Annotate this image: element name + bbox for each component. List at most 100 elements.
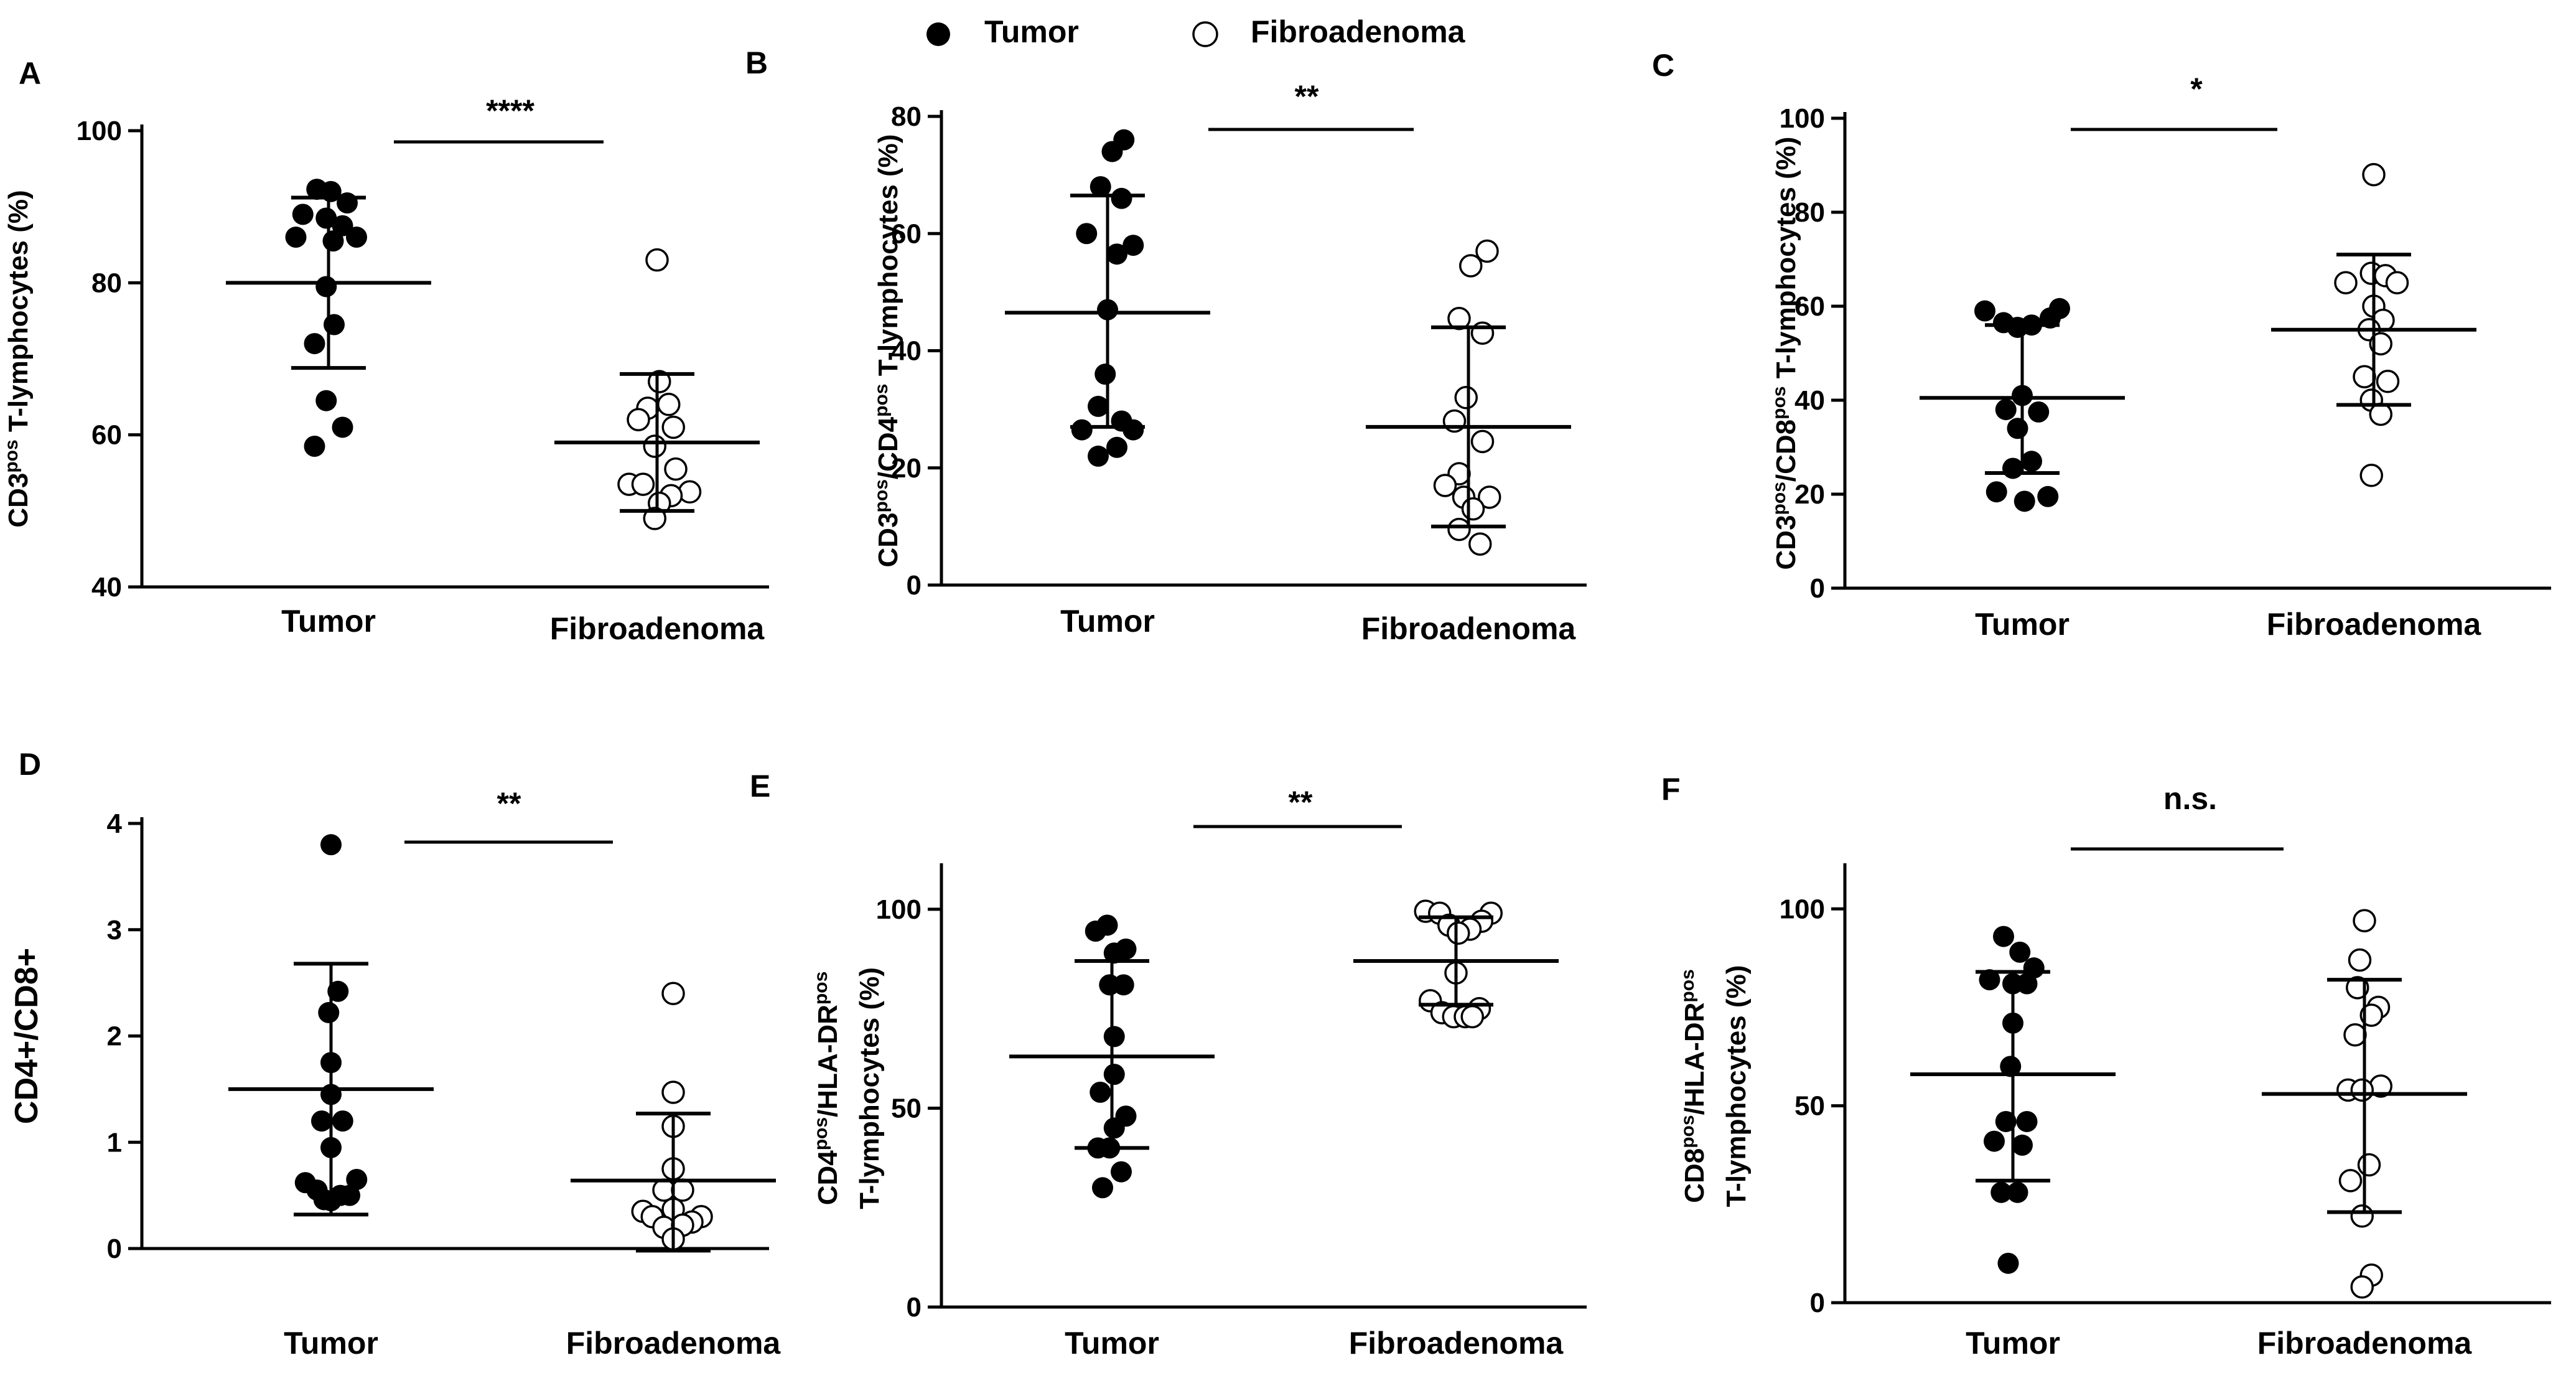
data-point [2028, 401, 2050, 423]
data-point [2385, 271, 2409, 294]
data-point [318, 1001, 340, 1023]
data-point [2348, 948, 2372, 972]
data-point [643, 434, 666, 458]
data-point [1478, 485, 1501, 509]
data-point [2002, 457, 2023, 479]
y-tick-label: 4 [107, 809, 123, 839]
data-point [661, 982, 685, 1005]
y-tick-label: 40 [1794, 385, 1825, 416]
series-fibroadenoma [554, 248, 760, 530]
data-point [1993, 926, 2014, 947]
significance-label: * [2190, 72, 2203, 106]
data-point [2338, 1169, 2363, 1193]
data-point [304, 435, 325, 457]
data-point [315, 276, 337, 298]
x-category-label: Tumor [1065, 1326, 1159, 1361]
data-point [1459, 254, 1483, 278]
legend-fibroadenoma-marker [1192, 21, 1218, 47]
data-point [661, 1080, 685, 1104]
data-point [315, 207, 337, 229]
data-point [2369, 402, 2392, 426]
data-point [1092, 1177, 1113, 1199]
y-tick-label: 80 [1794, 197, 1825, 228]
y-tick-label: 100 [876, 894, 922, 925]
series-fibroadenoma [2262, 909, 2467, 1299]
x-category-label: Fibroadenoma [2267, 607, 2482, 642]
data-point [346, 1169, 368, 1191]
series-fibroadenoma [2271, 162, 2476, 487]
y-tick-label: 40 [91, 572, 122, 602]
data-point [645, 248, 669, 272]
data-point [2353, 365, 2376, 388]
x-category-label: Tumor [284, 1326, 378, 1361]
x-category-label: Tumor [1966, 1326, 2060, 1361]
y-axis-label: CD3pos T-lymphocytes (%) [1, 190, 34, 527]
data-point [2007, 1181, 2028, 1203]
data-point [2334, 271, 2358, 294]
x-category-label: Tumor [281, 604, 376, 639]
data-point [2353, 909, 2376, 933]
series-tumor [226, 179, 431, 457]
data-point [671, 1178, 694, 1202]
data-point [1076, 223, 1098, 245]
y-tick-label: 60 [1794, 291, 1825, 322]
data-point [2343, 1023, 2367, 1047]
data-point [1103, 1117, 1125, 1139]
series-tumor [1910, 926, 2116, 1274]
y-tick-label: 0 [107, 1234, 122, 1264]
data-point [661, 415, 685, 439]
data-point [678, 480, 702, 504]
series-fibroadenoma [1366, 239, 1571, 556]
data-point [332, 215, 353, 237]
panel-e: E 0 50 100 CD4pos/HLA-DRpos T-lymphocytes (%)… [750, 769, 1587, 1361]
significance-label: ** [1289, 785, 1313, 820]
significance-label: **** [486, 93, 534, 128]
data-point [1111, 1161, 1132, 1183]
series-tumor [1005, 129, 1210, 467]
panel-letter: F [1661, 772, 1681, 807]
panel-d: D 0 1 2 3 4 CD4+/CD8+ Tumor Fibroadenoma ** [9, 747, 781, 1361]
data-point [1090, 1081, 1111, 1103]
data-point [1101, 141, 1123, 162]
data-point [311, 1110, 332, 1132]
y-tick-label: 20 [1794, 479, 1825, 510]
y-axis-label-line2: T-lymphocytes (%) [854, 967, 885, 1209]
panel-a: A 40 60 80 100 CD3pos T-lymphocytes (%) Tumor F… [1, 56, 769, 646]
data-point [332, 1110, 353, 1132]
y-tick-label: 60 [891, 218, 922, 249]
x-category-label: Fibroadenoma [566, 1326, 782, 1361]
legend-fibroadenoma-label: Fibroadenoma [1251, 14, 1466, 49]
y-tick-label: 50 [1794, 1091, 1825, 1122]
panel-letter: C [1652, 48, 1674, 83]
data-point [2350, 1204, 2374, 1228]
y-axis-label: CD4+/CD8+ [9, 948, 45, 1124]
legend-tumor-label: Tumor [984, 14, 1079, 49]
data-point [2357, 1153, 2381, 1177]
data-point [1433, 474, 1457, 497]
panel-f: F 0 50 100 CD8pos/HLA-DRpos T-lymphocytes (%)… [1661, 772, 2551, 1361]
x-category-label: Fibroadenoma [550, 611, 765, 646]
data-point [285, 227, 307, 248]
series-fibroadenoma [571, 982, 776, 1253]
data-point [1461, 497, 1485, 521]
y-tick-label: 80 [91, 268, 122, 298]
y-axis-label-line2: T-lymphocytes (%) [1721, 965, 1752, 1207]
panel-letter: D [19, 747, 41, 782]
series-tumor [1009, 914, 1215, 1199]
data-point [292, 204, 314, 225]
data-point [1094, 363, 1116, 385]
data-point [1470, 429, 1495, 454]
y-tick-label: 50 [891, 1093, 922, 1123]
data-point [1088, 445, 1109, 467]
data-point [2021, 451, 2042, 472]
data-point [1088, 395, 1109, 417]
data-point [2376, 370, 2400, 393]
y-tick-label: 0 [907, 1292, 922, 1323]
data-point [2359, 464, 2383, 487]
significance-label: n.s. [2163, 781, 2217, 816]
data-point [1447, 517, 1471, 541]
data-point [2014, 490, 2035, 512]
data-point [2369, 332, 2392, 356]
y-axis-label: CD8pos/HLA-DRpos [1678, 969, 1710, 1203]
